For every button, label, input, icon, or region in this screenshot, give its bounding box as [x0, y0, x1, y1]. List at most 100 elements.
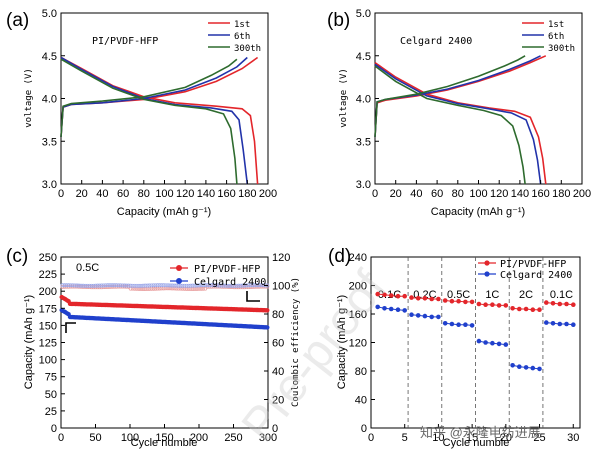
- x-tick-label: 40: [410, 188, 422, 200]
- ce-point: [132, 283, 137, 288]
- rate-point-PI/PVDF-HFP: [476, 301, 482, 307]
- y2-tick-label: 20: [272, 395, 284, 407]
- x-tick-label: 60: [431, 188, 443, 200]
- x-tick-label: 30: [567, 432, 579, 444]
- ce-point: [199, 283, 204, 288]
- ce-point: [118, 283, 123, 288]
- rate-point-Celgard 2400: [409, 312, 414, 318]
- ce-point: [76, 283, 81, 288]
- ce-point: [134, 283, 139, 288]
- ce-point: [190, 283, 195, 288]
- x-tick-label: 180: [552, 188, 570, 200]
- y-tick-label: 3.0: [42, 179, 57, 191]
- rate-label: 2C: [519, 289, 533, 301]
- ce-point: [174, 283, 179, 288]
- rate-point-Celgard 2400: [530, 365, 536, 371]
- rate-point-PI/PVDF-HFP: [557, 301, 563, 307]
- ce-point: [207, 283, 212, 288]
- rate-point-Celgard 2400: [382, 306, 387, 311]
- ce-point: [238, 283, 243, 288]
- ce-point: [147, 283, 152, 288]
- ce-point: [112, 283, 117, 288]
- ce-point: [172, 283, 177, 288]
- rate-point-Celgard 2400: [415, 313, 421, 318]
- y2-tick-label: 0: [272, 423, 278, 435]
- curve-300th-discharge: [374, 65, 526, 185]
- rate-point-Celgard 2400: [557, 321, 563, 327]
- right-axis-indicator: [246, 291, 260, 302]
- y2-tick-label: 80: [272, 309, 284, 321]
- ce-point: [114, 283, 119, 288]
- ce-point: [62, 283, 67, 288]
- ce-point: [230, 283, 235, 288]
- rate-point-PI/PVDF-HFP: [537, 307, 542, 313]
- ce-point: [215, 283, 220, 288]
- ce-point: [153, 283, 158, 288]
- ce-point: [87, 283, 92, 288]
- y-tick-label: 4.5: [42, 51, 57, 63]
- rate-point-Celgard 2400: [442, 321, 448, 326]
- panel-b-ylabel: voltage (V): [339, 68, 349, 128]
- rate-point-Celgard 2400: [490, 340, 495, 346]
- x-tick-label: 40: [96, 188, 108, 200]
- rate-point-Celgard 2400: [503, 342, 509, 347]
- rate-point-PI/PVDF-HFP: [456, 298, 461, 304]
- ce-point: [197, 283, 201, 288]
- ce-point: [95, 283, 100, 288]
- y2-tick-label: 60: [272, 338, 284, 350]
- ce-point: [72, 283, 77, 288]
- ce-point: [116, 283, 121, 288]
- panel-c-label: (c): [6, 246, 28, 267]
- rate-point-PI/PVDF-HFP: [523, 306, 529, 312]
- x-tick-label: 160: [531, 188, 549, 200]
- rate-point-Celgard 2400: [436, 314, 441, 320]
- panel-a-xlabel: Capacity (mAh g⁻¹): [117, 206, 211, 218]
- rate-label: 1C: [485, 289, 499, 301]
- ce-point: [182, 283, 187, 288]
- legend-label-Celgard 2400: Celgard 2400: [500, 270, 572, 281]
- x-tick-label: 10: [432, 432, 444, 444]
- rate-point-Celgard 2400: [375, 304, 381, 310]
- ce-point: [130, 283, 135, 288]
- curve-1st-charge: [374, 55, 547, 138]
- ce-point: [209, 283, 214, 288]
- ce-point: [201, 283, 206, 288]
- ce-point: [161, 283, 166, 288]
- ce-point: [252, 283, 257, 288]
- ce-point: [246, 283, 251, 288]
- rate-point-Celgard 2400: [523, 365, 529, 370]
- x-tick-label: 120: [490, 188, 508, 200]
- ce-point: [259, 283, 264, 288]
- ce-point: [60, 283, 65, 288]
- x-tick-label: 0: [368, 432, 374, 444]
- x-tick-label: 100: [155, 188, 173, 200]
- y-tick-label: 5.0: [356, 8, 371, 20]
- y-tick-label: 125: [39, 338, 57, 350]
- ce-point: [184, 283, 189, 288]
- ce-point: [188, 283, 193, 288]
- ce-point: [85, 283, 90, 288]
- ce-point: [130, 286, 135, 291]
- ce-point: [83, 283, 88, 288]
- legend-label-6th: 6th: [234, 32, 250, 42]
- y-tick-label: 3.5: [42, 136, 57, 148]
- legend-marker-PI/PVDF-HFP: [484, 260, 490, 266]
- panel-d-label: (d): [328, 246, 351, 267]
- rate-point-Celgard 2400: [429, 314, 435, 320]
- rate-point-PI/PVDF-HFP: [382, 292, 387, 298]
- panel-b: (b) 0 20 40 60 80 100 120 140 160 180 200 3.0 3.5 4.0…: [327, 8, 591, 218]
- rate-point-Celgard 2400: [483, 340, 488, 345]
- legend-marker-Celgard 2400: [176, 278, 182, 284]
- ce-point: [170, 283, 175, 288]
- y-tick-label: 200: [39, 286, 57, 298]
- rate-point-PI/PVDF-HFP: [510, 306, 515, 311]
- ce-point: [103, 283, 108, 288]
- rate-point-Celgard 2400: [564, 321, 569, 327]
- rate-point-PI/PVDF-HFP: [395, 293, 401, 299]
- ce-point: [91, 283, 96, 288]
- panel-a: (a) 0 20 40 60 80 100 120 140 160 180 200 3.0 3.5 4.0…: [6, 8, 277, 218]
- rate-point-Celgard 2400: [388, 306, 394, 312]
- panel-a-label: (a): [6, 10, 29, 31]
- rate-point-PI/PVDF-HFP: [402, 293, 408, 299]
